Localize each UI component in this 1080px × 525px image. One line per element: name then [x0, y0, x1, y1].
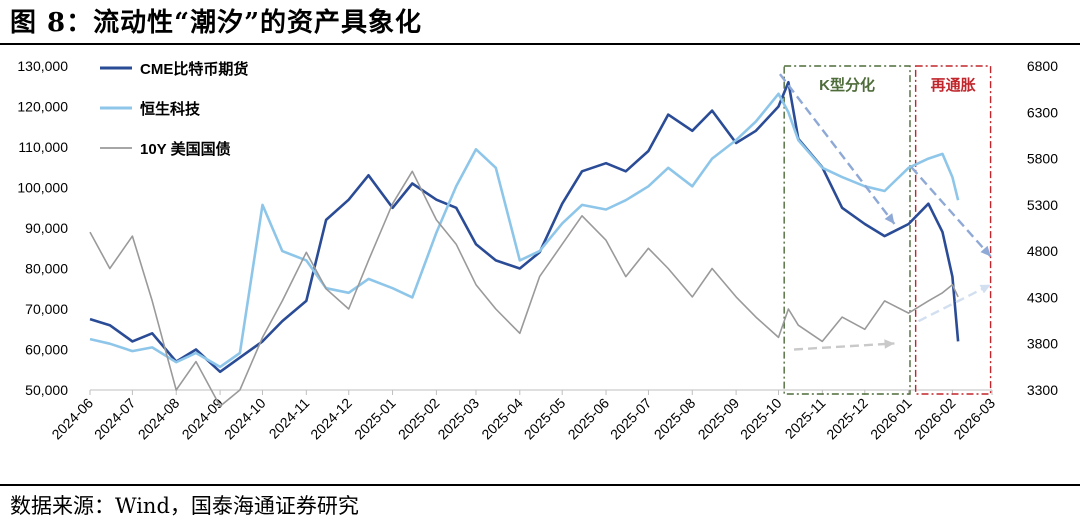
- x-tick-label: 2024-09: [179, 395, 227, 443]
- right-tick-label: 3300: [1027, 382, 1058, 398]
- left-tick-label: 60,000: [25, 342, 68, 358]
- series-line: [89, 92, 960, 369]
- x-tick-label: 2024-08: [135, 395, 183, 443]
- x-tick-label: 2025-04: [478, 395, 526, 443]
- x-tick-label: 2025-03: [434, 395, 482, 443]
- left-tick-label: 50,000: [25, 382, 68, 398]
- bottom-rule: [0, 484, 1080, 486]
- x-tick-label: 2025-07: [607, 395, 655, 443]
- x-tick-label: 2025-09: [695, 395, 743, 443]
- right-tick-label: 3800: [1027, 336, 1058, 352]
- annotation-label: 再通胀: [931, 77, 976, 94]
- x-tick-label: 2025-11: [782, 395, 829, 442]
- x-tick-label: 2024-07: [91, 395, 139, 443]
- x-tick-label: 2026-02: [911, 395, 959, 443]
- trend-arrowhead: [884, 213, 895, 224]
- series-line: [89, 170, 959, 407]
- x-tick-label: 2025-02: [395, 395, 443, 443]
- trend-arrowhead: [884, 339, 895, 349]
- x-tick-label: 2024-10: [221, 395, 269, 443]
- left-tick-label: 130,000: [17, 58, 68, 74]
- right-tick-label: 6300: [1027, 104, 1058, 120]
- left-tick-label: 100,000: [17, 180, 68, 196]
- right-tick-label: 4800: [1027, 243, 1058, 259]
- trend-arrow: [793, 342, 895, 351]
- x-tick-label: 2024-11: [266, 395, 313, 442]
- left-tick-label: 80,000: [25, 261, 68, 277]
- legend-label: 恒生科技: [140, 100, 201, 118]
- x-tick-label: 2025-01: [351, 395, 399, 443]
- trend-arrowhead: [980, 245, 991, 257]
- annotation-label: K型分化: [819, 76, 875, 94]
- trend-arrow: [778, 73, 896, 225]
- x-tick-label: 2025-10: [737, 395, 785, 443]
- annotation-box: [783, 65, 911, 395]
- trend-arrows: [778, 73, 992, 351]
- annotation-boxes: K型分化 再通胀: [783, 65, 992, 395]
- left-tick-label: 120,000: [17, 99, 68, 115]
- left-tick-label: 90,000: [25, 220, 68, 236]
- x-tick-label: 2026-01: [867, 395, 915, 443]
- chart: 50,000 60,000 70,000 80,000 90,000 100,000 110…: [17, 58, 1058, 443]
- legend-label: CME比特币期货: [140, 60, 248, 78]
- annotation-box: [914, 65, 992, 395]
- x-tick-label: 2026-03: [950, 395, 998, 443]
- series-line: [89, 80, 960, 374]
- x-tick-label: 2025-12: [823, 395, 871, 443]
- x-tick-label: 2025-08: [651, 395, 699, 443]
- page-title: 图 8：流动性“潮汐”的资产具象化: [10, 8, 423, 38]
- trend-arrow: [910, 166, 992, 258]
- x-tick-label: 2024-12: [307, 395, 355, 443]
- left-tick-label: 70,000: [25, 301, 68, 317]
- x-tick-label: 2024-06: [48, 395, 96, 443]
- right-tick-label: 5800: [1027, 151, 1058, 167]
- title-rule: [0, 43, 1080, 45]
- right-tick-label: 6800: [1027, 58, 1058, 74]
- trend-arrowhead: [979, 284, 991, 294]
- x-tick-label: 2025-06: [565, 395, 613, 443]
- source-note: 数据来源：Wind，国泰海通证券研究: [10, 494, 359, 518]
- right-tick-label: 4300: [1027, 289, 1058, 305]
- right-tick-label: 5300: [1027, 197, 1058, 213]
- legend-label: 10Y 美国国债: [140, 140, 231, 158]
- x-tick-label: 2025-05: [521, 395, 569, 443]
- series-lines: [89, 80, 960, 407]
- left-tick-label: 110,000: [18, 139, 68, 155]
